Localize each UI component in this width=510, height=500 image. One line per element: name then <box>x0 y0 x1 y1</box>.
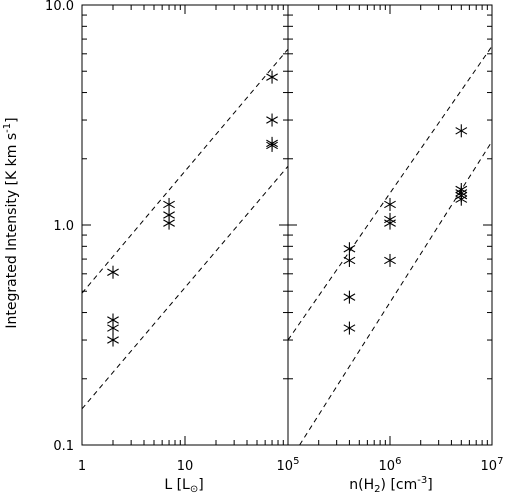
y-tick-label: 1.0 <box>53 219 74 234</box>
left-data-point <box>266 113 278 127</box>
asterisk-stroke <box>384 219 396 227</box>
asterisk-stroke <box>163 200 175 209</box>
right-x-axis-label-mid: ) [cm <box>381 477 418 493</box>
left-panel: 1 10 0.1 1.0 10.0 <box>45 0 289 474</box>
tick-exponent: 7 <box>497 456 503 467</box>
tick-base: 10 <box>379 459 396 474</box>
y-axis-label-end: ] <box>4 117 20 122</box>
asterisk-stroke <box>343 256 356 265</box>
tick-exponent: 5 <box>293 456 299 467</box>
right-data-point <box>343 242 356 256</box>
right-data-point <box>343 290 356 304</box>
left-x-axis-label-end: ] <box>198 477 203 493</box>
left-frame <box>81 4 289 446</box>
asterisk-stroke <box>455 195 468 203</box>
y-tick-label: 0.1 <box>53 439 74 454</box>
tick-exponent: 6 <box>395 456 401 467</box>
right-data-point <box>343 253 356 267</box>
right-data-point <box>455 192 468 206</box>
left-x-axis-label-main: L [L <box>164 477 190 493</box>
left-x-axis-label-symbol: ⊙ <box>190 484 198 495</box>
left-dashed-line-2 <box>82 165 288 410</box>
left-x-tick-label: 10 <box>177 459 194 474</box>
asterisk-stroke <box>107 324 119 332</box>
left-data-point <box>107 265 119 279</box>
right-data-point <box>384 197 396 211</box>
tick-base: 10 <box>481 459 498 474</box>
right-data-point <box>384 253 396 267</box>
left-data-point <box>266 70 278 84</box>
right-x-tick-label: 107 <box>481 456 504 474</box>
asterisk-stroke <box>343 324 356 332</box>
y-tick-label: 10.0 <box>45 0 74 14</box>
asterisk-stroke <box>384 200 396 209</box>
right-x-tick-label: 106 <box>379 456 402 474</box>
asterisk-stroke <box>163 219 175 227</box>
y-axis-label-main: Integrated Intensity [K km s <box>4 133 20 329</box>
left-data-point <box>266 138 278 152</box>
right-data-point <box>343 321 356 335</box>
right-data-point <box>455 124 468 138</box>
asterisk-stroke <box>455 127 468 135</box>
asterisk-stroke <box>107 336 119 344</box>
left-data-point <box>107 321 119 335</box>
asterisk-stroke <box>343 293 356 301</box>
left-dashed-line-1 <box>82 48 288 294</box>
right-x-axis-label: n(H2) [cm-3] <box>349 475 432 495</box>
left-x-axis-label: L [L⊙] <box>164 477 203 495</box>
asterisk-stroke <box>266 73 278 81</box>
right-panel: 105 106 107 <box>277 4 504 474</box>
right-plot-area <box>288 45 492 445</box>
tick-base: 10 <box>277 459 294 474</box>
left-data-point <box>107 333 119 347</box>
left-plot-area <box>82 48 288 410</box>
right-x-axis-label-subscript: 2 <box>374 484 380 495</box>
asterisk-stroke <box>107 316 119 324</box>
right-x-axis-label-end: ] <box>427 477 432 493</box>
left-data-point <box>163 216 175 230</box>
asterisk-stroke <box>163 211 175 219</box>
right-dashed-line-2 <box>299 141 492 445</box>
asterisk-stroke <box>266 141 278 150</box>
y-axis-label-superscript: -1 <box>2 123 13 133</box>
right-data-point <box>384 216 396 230</box>
asterisk-stroke <box>107 268 119 276</box>
right-x-tick-label: 105 <box>277 456 300 474</box>
asterisk-stroke <box>343 245 356 253</box>
left-x-tick-label: 1 <box>78 459 86 474</box>
y-axis-label: Integrated Intensity [K km s-1] <box>2 117 20 328</box>
asterisk-stroke <box>384 256 396 265</box>
right-x-axis-label-superscript: -3 <box>417 475 427 486</box>
right-x-axis-label-main: n(H <box>349 477 374 493</box>
right-dashed-line-1 <box>288 45 492 341</box>
asterisk-stroke <box>266 116 278 124</box>
